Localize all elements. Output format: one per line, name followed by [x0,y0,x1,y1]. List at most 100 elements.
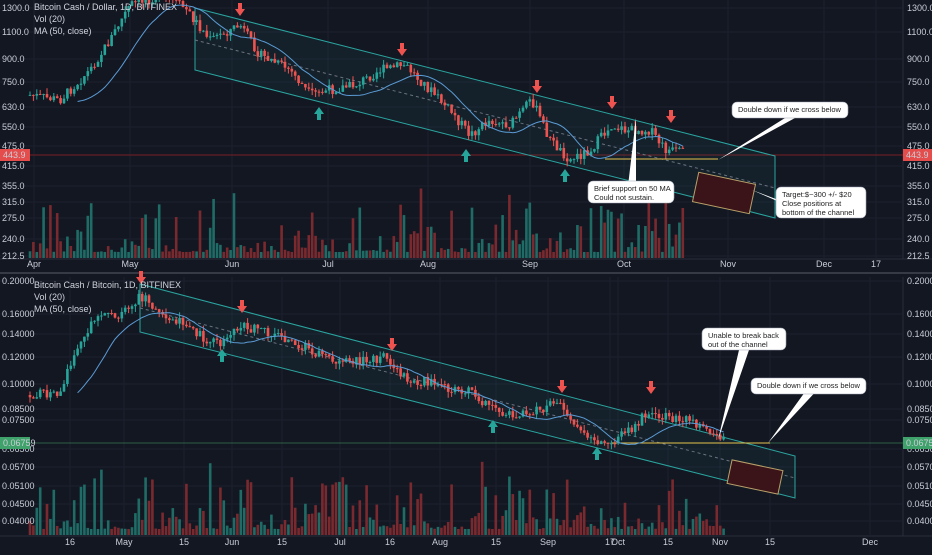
volume-bar [433,232,436,258]
volume-bar [202,510,205,535]
candle-body [586,432,589,438]
bottom-chart-pane[interactable]: 0.20000 0.20000 0.16000 0.16000 0.14000 0.140… [0,271,932,547]
price-tick-right: 0.05700 [907,462,932,472]
candle-body [389,65,392,69]
candle-body [134,304,137,307]
candle-body [137,293,141,305]
volume-bar [552,493,555,535]
arrow-stem [669,110,673,116]
candle-body [633,424,637,433]
top-descending-channel [194,7,776,219]
candle-body [644,131,647,135]
volume-bar [185,251,188,258]
candle-body [341,85,345,92]
candle-body [593,149,596,152]
volume-bar [457,251,460,258]
candle-body [552,401,555,404]
candle-body [317,91,321,93]
candle-body [501,411,504,416]
price-tick-left: 630.0 [2,102,25,112]
volume-bar [460,248,464,258]
volume-bar [399,204,402,258]
arrow-stem [240,300,244,306]
volume-bar [365,250,368,258]
volume-bar [130,241,134,258]
price-tick-right: 0.16000 [907,309,932,319]
candle-body [212,338,215,343]
volume-bar [419,493,423,535]
volume-bar [667,490,671,535]
candle-body [89,321,93,334]
volume-bar [412,525,416,535]
volume-bar [395,241,399,258]
volume-bar [324,245,328,258]
volume-bar [45,503,49,535]
candle-body [480,401,484,406]
candle-body [256,51,260,57]
volume-bar [304,503,307,535]
volume-bar [416,499,419,535]
candle-body [137,0,141,2]
volume-bar [327,251,331,258]
callout-box [750,377,867,395]
candle-body [508,127,511,129]
arrow-stem [563,176,567,182]
volume-bar [307,235,311,258]
candle-body [321,350,324,355]
volume-bar [52,489,56,535]
volume-bar [671,479,674,535]
volume-bar [69,246,73,258]
callout-text: Unable to break back [708,331,779,340]
candle-body [368,361,372,363]
volume-bar [674,234,678,258]
volume-bar [531,517,535,535]
volume-bar [491,528,494,535]
candle-body [147,0,151,4]
candle-body [440,384,443,386]
buy-arrow-icon [217,349,227,356]
volume-bar [637,224,640,258]
volume-bar [263,524,266,535]
candle-body [69,88,73,94]
volume-bar [504,251,508,258]
volume-bar [331,239,334,258]
price-tick-right: 1300.0 [907,3,932,13]
candle-body [494,123,498,125]
candle-body [406,373,409,382]
candle-body [83,336,86,342]
volume-bar [443,525,447,535]
volume-bar [582,251,586,258]
price-tick-right: 0.08500 [907,404,932,414]
volume-bar [613,251,617,258]
volume-bar [511,240,515,258]
volume-bar [545,489,549,535]
candle-body [59,391,62,396]
volume-bar [446,248,450,258]
volume-bar [480,239,484,258]
volume-bar [304,247,307,258]
volume-bar [423,521,426,535]
candle-body [106,313,110,315]
sell-arrow-icon [387,344,397,351]
candle-body [443,102,447,106]
volume-bar [589,523,593,535]
candle-body [52,391,56,393]
candle-body [287,67,290,69]
candle-body [69,365,73,369]
volume-bar [630,242,634,258]
volume-bar [293,507,297,535]
buy-arrow-icon [314,107,324,114]
channel-midline [194,39,776,189]
volume-bar [633,247,637,258]
price-tick-left: 550.0 [2,122,25,132]
candle-body [341,360,345,362]
top-chart-pane[interactable]: 1300.0 1300.0 1100.0 1100.0 900.0 900.0 750.0 7… [0,0,932,270]
volume-bar [603,519,606,535]
volume-bar [484,486,487,535]
volume-bar [290,477,294,535]
volume-bar [389,251,392,258]
volume-bar [681,525,685,535]
candle-body [569,159,572,162]
volume-bar [256,242,260,258]
